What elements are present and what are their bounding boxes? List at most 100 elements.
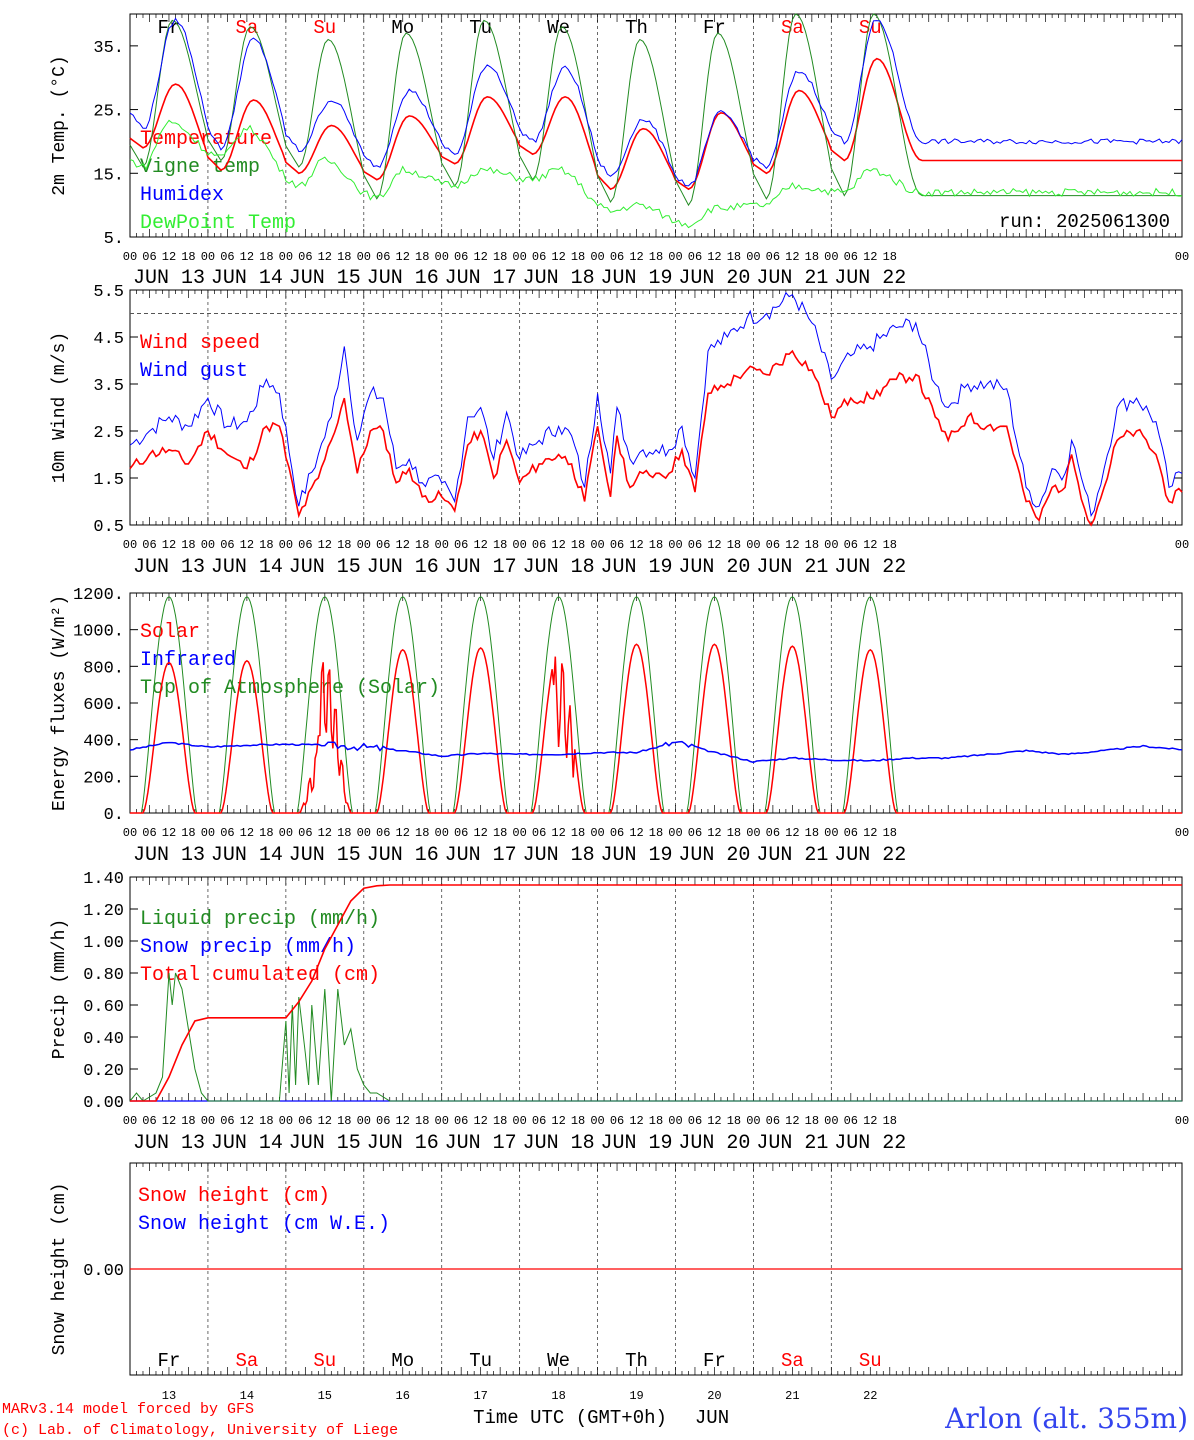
hour-tick-label: 06	[610, 250, 624, 264]
hour-tick-label: 06	[688, 538, 702, 552]
hour-tick-label: 12	[473, 1114, 487, 1128]
date-label: JUN 13	[133, 1132, 205, 1155]
day-number-label: 15	[318, 1389, 332, 1403]
hour-tick-label: 18	[883, 826, 897, 840]
hour-tick-label: 18	[259, 250, 273, 264]
date-label: JUN 13	[133, 556, 205, 579]
weekday-label: Mo	[391, 1350, 414, 1372]
hour-tick-label: 12	[863, 250, 877, 264]
y-axis-label: Snow height (cm)	[50, 1183, 70, 1356]
hour-tick-label: 00	[435, 250, 449, 264]
date-label: JUN 17	[445, 844, 517, 867]
hour-tick-label: 00	[746, 250, 760, 264]
weekday-label: Su	[313, 1350, 336, 1372]
date-label: JUN 19	[601, 1132, 673, 1155]
hour-tick-label: 06	[454, 1114, 468, 1128]
date-label: JUN 18	[523, 1132, 595, 1155]
legend-sh: Snow height (cm)	[138, 1185, 330, 1208]
y-tick-label: 800.	[83, 659, 124, 678]
legend-speed: Wind speed	[140, 332, 260, 355]
date-label: JUN 15	[289, 267, 361, 290]
hour-tick-label: 18	[805, 538, 819, 552]
hour-tick-label: 18	[883, 1114, 897, 1128]
date-label: JUN 17	[445, 1132, 517, 1155]
hour-tick-label: 12	[551, 826, 565, 840]
hour-tick-label: 12	[629, 1114, 643, 1128]
series-temp	[129, 57, 1182, 191]
hour-tick-label: 00	[123, 250, 137, 264]
date-label: JUN 16	[367, 1132, 439, 1155]
date-label: JUN 21	[756, 844, 828, 867]
hour-tick-label: 00	[279, 1114, 293, 1128]
y-tick-label: 1000.	[73, 623, 124, 642]
model-credit: MARv3.14 model forced by GFS	[2, 1401, 254, 1418]
hour-tick-label: 12	[785, 250, 799, 264]
weekday-label: Sa	[781, 17, 804, 39]
weekday-label: Tu	[469, 17, 492, 39]
weekday-label: Su	[859, 1350, 882, 1372]
hour-tick-label: 06	[688, 1114, 702, 1128]
hour-tick-label: 06	[298, 250, 312, 264]
date-label: JUN 22	[834, 267, 906, 290]
hour-tick-label: 00	[590, 826, 604, 840]
day-number-label: 17	[473, 1389, 487, 1403]
lab-credit: (c) Lab. of Climatology, University of L…	[2, 1422, 398, 1439]
series-humidex	[129, 17, 1183, 187]
legend-gust: Wind gust	[140, 360, 248, 383]
hour-tick-label: 00	[668, 1114, 682, 1128]
hour-tick-label: 12	[473, 826, 487, 840]
y-tick-label: 1.5	[93, 471, 124, 490]
weekday-label: Su	[859, 17, 882, 39]
date-label: JUN 16	[367, 556, 439, 579]
weekday-label: Fr	[158, 1350, 181, 1372]
hour-tick-label: 12	[629, 250, 643, 264]
hour-tick-label: 06	[454, 826, 468, 840]
y-tick-label: 200.	[83, 769, 124, 788]
legend-temp: Temperature	[140, 128, 272, 151]
hour-tick-label: 00	[201, 538, 215, 552]
panel-4: 0.00 0.20 0.40 0.60 0.80 1.00 1.20 1.40 Precip (…	[50, 870, 1189, 1155]
hour-tick-label: 00	[1175, 1114, 1189, 1128]
hour-tick-label: 00	[668, 538, 682, 552]
hour-tick-label: 00	[746, 826, 760, 840]
legend-total: Total cumulated (cm)	[140, 964, 380, 987]
hour-tick-label: 00	[824, 250, 838, 264]
date-label: JUN 15	[289, 556, 361, 579]
hour-tick-label: 18	[805, 1114, 819, 1128]
hour-tick-label: 06	[844, 250, 858, 264]
date-label: JUN 18	[523, 556, 595, 579]
hour-tick-label: 00	[590, 250, 604, 264]
hour-tick-label: 18	[649, 250, 663, 264]
y-axis-label: Energy fluxes (W/m²)	[50, 595, 70, 811]
legend-vigne: Vigne temp	[140, 156, 260, 179]
hour-tick-label: 12	[162, 538, 176, 552]
day-number-label: 22	[863, 1389, 877, 1403]
hour-tick-label: 00	[824, 538, 838, 552]
hour-tick-label: 12	[318, 538, 332, 552]
date-label: JUN 19	[601, 844, 673, 867]
y-tick-label: 5.	[104, 230, 124, 249]
hour-tick-label: 18	[337, 250, 351, 264]
date-label: JUN 22	[834, 556, 906, 579]
hour-tick-label: 00	[357, 1114, 371, 1128]
weekday-label: Fr	[703, 1350, 726, 1372]
hour-tick-label: 12	[162, 826, 176, 840]
hour-tick-label: 00	[357, 538, 371, 552]
month-label: JUN	[695, 1407, 729, 1429]
hour-tick-label: 18	[883, 538, 897, 552]
hour-tick-label: 00	[824, 826, 838, 840]
hour-tick-label: 12	[707, 538, 721, 552]
date-label: JUN 16	[367, 844, 439, 867]
y-tick-label: 15.	[93, 166, 124, 185]
day-number-label: 14	[240, 1389, 254, 1403]
hour-tick-label: 06	[298, 826, 312, 840]
hour-tick-label: 12	[162, 1114, 176, 1128]
date-label: JUN 18	[523, 844, 595, 867]
legend-solar: Solar	[140, 621, 200, 644]
hour-tick-label: 12	[473, 250, 487, 264]
date-label: JUN 13	[133, 267, 205, 290]
hour-tick-label: 00	[590, 538, 604, 552]
hour-tick-label: 12	[240, 538, 254, 552]
day-number-label: 16	[396, 1389, 410, 1403]
